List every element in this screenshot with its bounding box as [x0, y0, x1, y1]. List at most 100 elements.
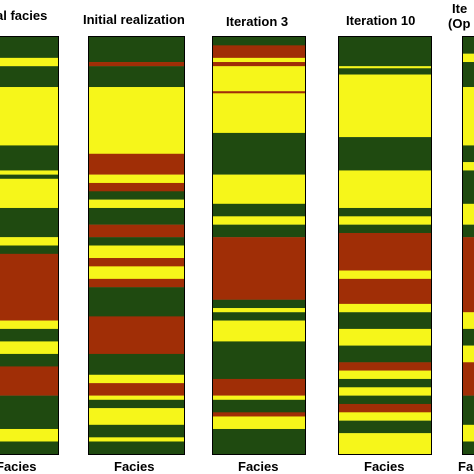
facies-band-yellow: [339, 170, 431, 209]
facies-band-yellow: [339, 387, 431, 396]
facies-band-yellow: [339, 328, 431, 346]
facies-band-green: [0, 353, 58, 367]
facies-band-green: [339, 137, 431, 171]
facies-band-yellow: [0, 320, 58, 330]
facies-band-red: [89, 62, 184, 67]
column-title-5-line2: (Op: [448, 16, 471, 31]
strata-column-1: [0, 36, 59, 455]
facies-band-green: [213, 224, 305, 238]
column-title-5: Ite: [452, 1, 468, 16]
facies-band-yellow: [0, 237, 58, 246]
column-xlabel-5: Fa: [458, 459, 474, 474]
strata-column-4: [338, 36, 432, 455]
facies-band-green: [0, 174, 58, 179]
facies-band-yellow: [0, 341, 58, 355]
facies-band-green: [463, 224, 474, 238]
facies-band-yellow: [463, 87, 474, 146]
facies-band-yellow: [89, 87, 184, 154]
facies-band-yellow: [339, 412, 431, 421]
facies-band-yellow: [463, 53, 474, 63]
facies-band-red: [213, 412, 305, 417]
facies-band-green: [463, 145, 474, 163]
facies-band-green: [0, 395, 58, 430]
facies-band-red: [213, 62, 305, 67]
facies-band-red: [339, 232, 431, 271]
facies-band-red: [339, 403, 431, 413]
facies-band-red: [0, 253, 58, 321]
facies-band-red: [89, 224, 184, 238]
facies-band-yellow: [89, 437, 184, 442]
facies-band-green: [0, 145, 58, 171]
facies-band-green: [213, 312, 305, 321]
facies-band-yellow: [89, 174, 184, 184]
facies-band-green: [89, 424, 184, 438]
facies-band-yellow: [213, 320, 305, 342]
facies-band-green: [463, 62, 474, 88]
facies-band-green: [339, 207, 431, 217]
facies-band-yellow: [463, 162, 474, 171]
facies-band-green: [89, 66, 184, 88]
column-xlabel-4: Facies: [364, 459, 405, 474]
facies-band-yellow: [339, 303, 431, 313]
facies-band-yellow: [463, 312, 474, 330]
facies-band-yellow: [339, 270, 431, 280]
facies-band-red: [339, 362, 431, 371]
facies-band-yellow: [463, 203, 474, 225]
facies-band-yellow: [0, 170, 58, 175]
facies-band-red: [213, 237, 305, 300]
facies-band-green: [213, 399, 305, 413]
facies-band-red: [89, 278, 184, 288]
facies-band-red: [89, 316, 184, 355]
facies-band-green: [89, 287, 184, 317]
facies-band-yellow: [89, 374, 184, 384]
facies-band-green: [463, 170, 474, 205]
strata-column-5: [462, 36, 474, 455]
strata-svg-5: [463, 37, 474, 454]
facies-band-green: [0, 207, 58, 238]
facies-band-red: [0, 366, 58, 396]
facies-band-green: [0, 245, 58, 255]
facies-band-red: [339, 278, 431, 305]
facies-band-yellow: [463, 345, 474, 363]
facies-band-yellow: [89, 199, 184, 209]
facies-band-green: [0, 328, 58, 342]
facies-band-green: [89, 207, 184, 225]
strata-svg-4: [339, 37, 431, 454]
facies-band-yellow: [89, 266, 184, 280]
facies-band-yellow: [213, 66, 305, 92]
column-xlabel-2: Facies: [114, 459, 155, 474]
facies-band-green: [213, 341, 305, 380]
facies-band-green: [339, 312, 431, 330]
facies-band-red: [213, 45, 305, 59]
facies-band-green: [339, 378, 431, 388]
facies-band-green: [89, 37, 184, 63]
facies-band-green: [463, 395, 474, 426]
facies-band-green: [0, 37, 58, 59]
facies-band-green: [339, 224, 431, 234]
facies-band-red: [213, 378, 305, 396]
facies-band-yellow: [213, 395, 305, 400]
facies-band-green: [89, 353, 184, 375]
facies-band-yellow: [89, 395, 184, 400]
facies-band-yellow: [0, 87, 58, 146]
column-title-3: Iteration 3: [226, 14, 289, 29]
facies-band-yellow: [89, 408, 184, 426]
facies-band-green: [0, 441, 58, 454]
strata-column-2: [88, 36, 185, 455]
facies-band-yellow: [0, 428, 58, 442]
facies-band-red: [89, 182, 184, 192]
facies-band-red: [213, 91, 305, 94]
facies-band-red: [463, 237, 474, 313]
facies-band-green: [463, 37, 474, 54]
facies-band-yellow: [213, 174, 305, 205]
facies-band-yellow: [339, 433, 431, 454]
facies-band-red: [89, 383, 184, 396]
facies-band-yellow: [213, 416, 305, 430]
facies-band-red: [89, 258, 184, 267]
facies-band-green: [213, 132, 305, 175]
facies-band-green: [213, 299, 305, 309]
facies-band-green: [213, 37, 305, 46]
facies-band-yellow: [213, 216, 305, 225]
facies-band-red: [89, 153, 184, 175]
